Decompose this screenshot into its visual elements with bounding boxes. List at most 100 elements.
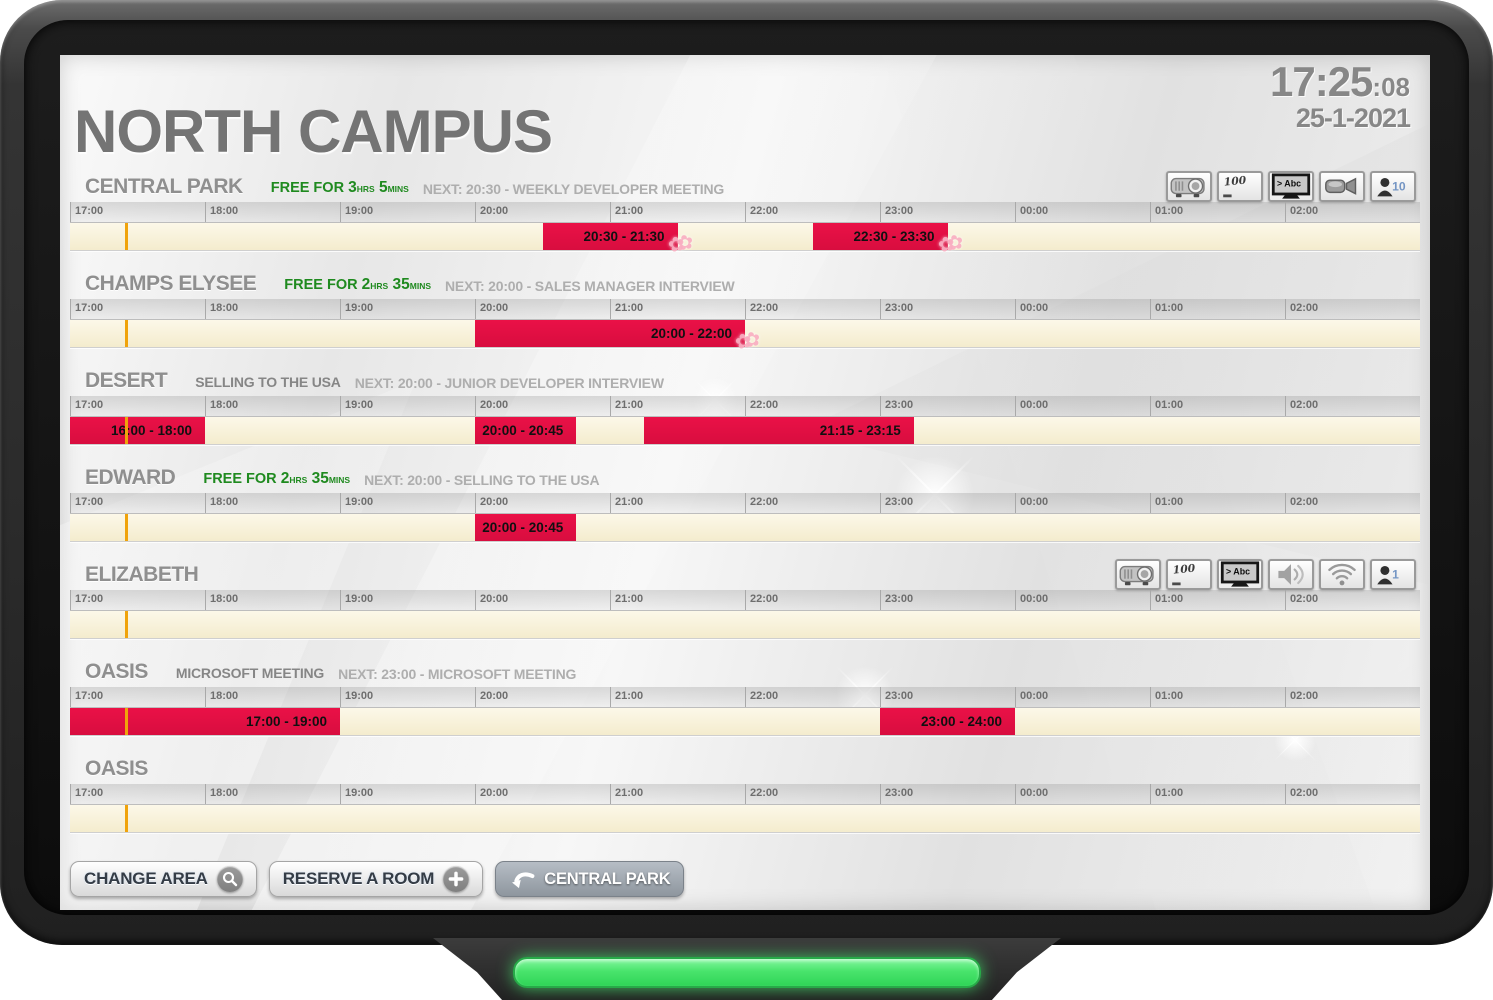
booking-time-label: 20:00 - 22:00 <box>650 326 732 341</box>
timeline-track[interactable]: 20:00 - 22:00 ✿✿ <box>70 320 1420 355</box>
axis-hour-label: 22:00 <box>745 396 778 416</box>
flower-decoration-icon: ✿✿ <box>935 230 958 258</box>
clock-seconds: :08 <box>1372 72 1410 102</box>
projector-icon <box>1166 171 1212 202</box>
axis-hour-label: 23:00 <box>880 396 913 416</box>
room-name: CHAMPS ELYSEE <box>85 272 257 295</box>
booking-block[interactable]: 20:00 - 22:00 ✿✿ <box>475 320 755 355</box>
room-header: CHAMPS ELYSEE FREE FOR 2HRS 35MINS NEXT:… <box>70 265 1420 299</box>
timeline-axis: 17:00 18:00 19:00 20:00 21:00 22:00 23:00 00:00… <box>70 299 1420 320</box>
current-time-line <box>125 320 129 347</box>
room-header: CENTRAL PARK FREE FOR 3HRS 5MINS NEXT: 2… <box>70 168 1420 202</box>
timeline-track[interactable]: 20:30 - 21:30 ✿✿ 22:30 - 23:30 ✿✿ <box>70 223 1420 258</box>
axis-hour-label: 02:00 <box>1285 299 1318 319</box>
axis-hour-label: 17:00 <box>70 202 103 222</box>
axis-hour-label: 01:00 <box>1150 784 1183 804</box>
booking-block[interactable]: 20:00 - 20:45 <box>475 417 577 444</box>
room-next-meeting: NEXT: 23:00 - MICROSOFT MEETING <box>338 666 577 682</box>
axis-hour-label: 19:00 <box>340 687 373 707</box>
wifi-icon <box>1319 559 1365 590</box>
change-area-button[interactable]: CHANGE AREA <box>70 861 257 897</box>
axis-hour-label: 19:00 <box>340 493 373 513</box>
room-amenities: 100 > Abc 10 <box>1166 171 1416 202</box>
axis-hour-label: 23:00 <box>880 299 913 319</box>
timeline-track[interactable]: 16:00 - 18:00 20:00 - 20:45 21:15 - 23:15 <box>70 417 1420 445</box>
axis-hour-label: 22:00 <box>745 784 778 804</box>
timeline-track[interactable]: 17:00 - 19:00 23:00 - 24:00 <box>70 708 1420 736</box>
booking-block[interactable]: 21:15 - 23:15 <box>643 417 914 444</box>
back-to-room-button[interactable]: CENTRAL PARK <box>495 861 685 897</box>
timeline-axis: 17:00 18:00 19:00 20:00 21:00 22:00 23:00 00:00… <box>70 396 1420 417</box>
current-time-line <box>125 514 129 541</box>
axis-hour-label: 20:00 <box>475 590 508 610</box>
booking-block[interactable]: 20:00 - 20:45 <box>475 514 577 541</box>
display-icon: > Abc <box>1268 171 1314 202</box>
axis-hour-label: 21:00 <box>610 299 643 319</box>
axis-hour-label: 23:00 <box>880 687 913 707</box>
timeline-track[interactable] <box>70 805 1420 833</box>
booking-time-label: 20:30 - 21:30 <box>583 229 665 244</box>
axis-hour-label: 00:00 <box>1015 687 1048 707</box>
axis-hour-label: 20:00 <box>475 687 508 707</box>
booking-block[interactable]: 20:30 - 21:30 ✿✿ <box>542 223 688 258</box>
axis-hour-label: 01:00 <box>1150 493 1183 513</box>
screen: NORTH CAMPUS 17:25:08 25-1-2021 CENTRAL … <box>60 55 1430 910</box>
axis-hour-label: 21:00 <box>610 687 643 707</box>
axis-hour-label: 02:00 <box>1285 493 1318 513</box>
whiteboard-icon: 100 <box>1166 559 1212 590</box>
axis-hour-label: 23:00 <box>880 784 913 804</box>
reserve-room-button[interactable]: RESERVE A ROOM <box>268 861 484 897</box>
booking-time-label: 22:30 - 23:30 <box>853 229 935 244</box>
free-for-text: FREE FOR <box>284 277 362 293</box>
axis-hour-label: 17:00 <box>70 493 103 513</box>
room-status: SELLING TO THE USA <box>195 369 341 396</box>
axis-hour-label: 20:00 <box>475 202 508 222</box>
whiteboard-icon: 100 <box>1217 171 1263 202</box>
room-name: OASIS <box>85 660 148 683</box>
status-led-bar <box>513 957 981 988</box>
axis-hour-label: 19:00 <box>340 202 373 222</box>
room-name: EDWARD <box>85 466 176 489</box>
room-status: FREE FOR 3HRS 5MINS <box>270 179 409 196</box>
flower-decoration-icon: ✿✿ <box>733 327 756 355</box>
svg-text:10: 10 <box>1392 180 1406 194</box>
axis-hour-label: 19:00 <box>340 784 373 804</box>
axis-hour-label: 00:00 <box>1015 202 1048 222</box>
current-meeting-title: MICROSOFT MEETING <box>175 665 325 681</box>
page-title: NORTH CAMPUS <box>74 98 553 166</box>
axis-hour-label: 01:00 <box>1150 687 1183 707</box>
free-for-text: FREE FOR <box>203 471 281 487</box>
axis-hour-label: 21:00 <box>610 784 643 804</box>
room-name: OASIS <box>85 757 148 780</box>
current-time-line <box>125 417 129 444</box>
timeline-axis: 17:00 18:00 19:00 20:00 21:00 22:00 23:00 00:00… <box>70 493 1420 514</box>
timeline-axis: 17:00 18:00 19:00 20:00 21:00 22:00 23:00 00:00… <box>70 590 1420 611</box>
booking-block[interactable]: 17:00 - 19:00 <box>70 708 340 735</box>
room-list: CENTRAL PARK FREE FOR 3HRS 5MINS NEXT: 2… <box>60 168 1430 847</box>
axis-hour-label: 02:00 <box>1285 396 1318 416</box>
axis-hour-label: 23:00 <box>880 590 913 610</box>
timeline-track[interactable] <box>70 611 1420 639</box>
axis-hour-label: 21:00 <box>610 493 643 513</box>
booking-time-label: 16:00 - 18:00 <box>110 423 192 438</box>
axis-hour-label: 20:00 <box>475 493 508 513</box>
back-room-label: CENTRAL PARK <box>544 869 671 888</box>
room-status: FREE FOR 2HRS 35MINS <box>284 276 432 293</box>
axis-hour-label: 22:00 <box>745 687 778 707</box>
room-header: ELIZABETH 100 > Abc 1 <box>70 556 1420 590</box>
svg-text:1: 1 <box>1392 568 1399 582</box>
clock-time: 17:25 <box>1270 58 1373 105</box>
free-for-text: FREE FOR <box>270 180 349 196</box>
capacity-icon: 1 <box>1370 559 1416 590</box>
axis-hour-label: 02:00 <box>1285 202 1318 222</box>
axis-hour-label: 00:00 <box>1015 396 1048 416</box>
axis-hour-label: 19:00 <box>340 396 373 416</box>
svg-text:100: 100 <box>1223 173 1247 188</box>
booking-block[interactable]: 22:30 - 23:30 ✿✿ <box>812 223 958 258</box>
axis-hour-label: 21:00 <box>610 396 643 416</box>
booking-block[interactable]: 23:00 - 24:00 <box>880 708 1015 735</box>
axis-hour-label: 23:00 <box>880 202 913 222</box>
timeline-track[interactable]: 20:00 - 20:45 <box>70 514 1420 542</box>
booking-time-label: 17:00 - 19:00 <box>245 714 327 729</box>
booking-block[interactable]: 16:00 - 18:00 <box>70 417 205 444</box>
